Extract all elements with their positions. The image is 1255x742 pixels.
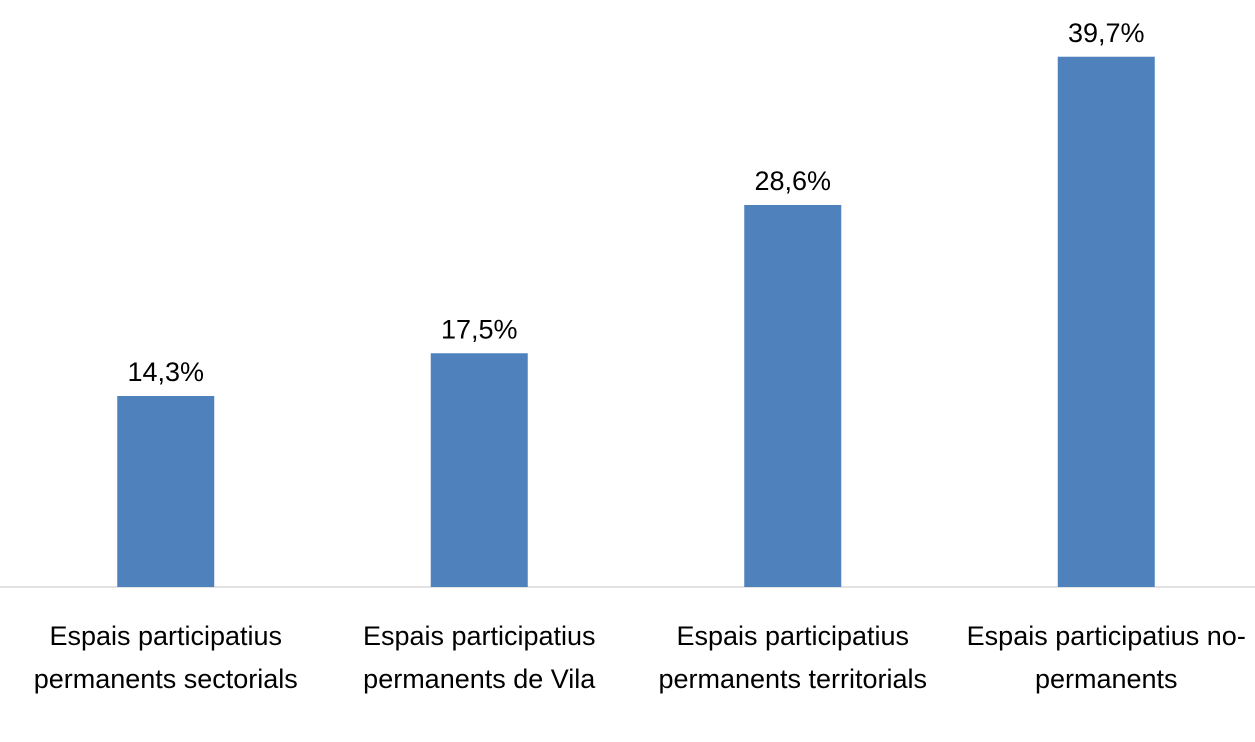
x-tick-label: Espais participatius permanents territor… bbox=[658, 621, 928, 694]
data-label: 28,6% bbox=[754, 166, 831, 196]
data-label: 14,3% bbox=[127, 357, 204, 387]
data-label: 39,7% bbox=[1068, 18, 1145, 48]
x-tick-label: Espais participatius no-permanents bbox=[966, 621, 1246, 694]
bar bbox=[744, 204, 842, 587]
bar bbox=[117, 395, 215, 587]
data-label: 17,5% bbox=[441, 314, 518, 344]
x-tick-label: Espais participatius permanents sectoria… bbox=[33, 621, 298, 694]
x-tick-label: Espais participatius permanents de Vila bbox=[362, 621, 596, 694]
bar bbox=[430, 353, 528, 587]
bar bbox=[1057, 56, 1155, 587]
